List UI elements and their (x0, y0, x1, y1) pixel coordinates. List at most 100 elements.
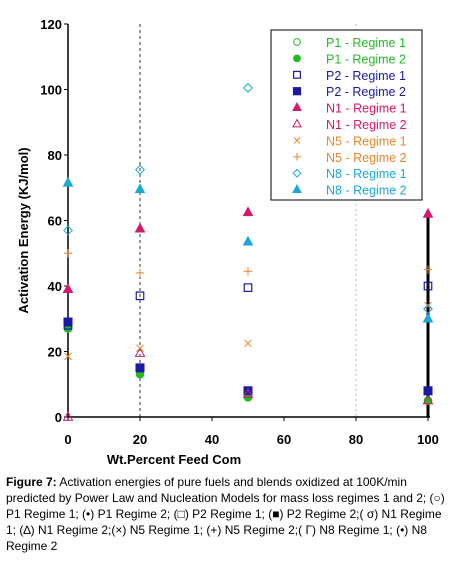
marker-shape (134, 183, 146, 194)
marker-shape (134, 347, 146, 357)
legend-marker (292, 184, 302, 194)
marker-shape (62, 283, 74, 294)
marker-shape (243, 386, 253, 396)
marker-shape (62, 410, 74, 421)
data-point (422, 312, 434, 323)
legend-entry: N5 - Regime 2 (326, 151, 407, 165)
data-point (243, 283, 253, 292)
marker-shape (292, 184, 302, 194)
marker-shape (423, 386, 433, 396)
data-point (62, 283, 74, 294)
marker-shape (134, 222, 146, 233)
data-point (63, 249, 73, 258)
legend-marker (293, 70, 301, 79)
y-tick-label: 100 (40, 83, 62, 98)
y-tick-label: 40 (48, 279, 62, 294)
y-axis-label: Activation Energy (KJ/mol) (16, 147, 31, 313)
marker-shape (423, 281, 433, 291)
data-point (134, 347, 146, 357)
legend-entry: N8 - Regime 1 (326, 167, 407, 181)
marker-shape (136, 344, 144, 353)
data-point (423, 265, 433, 274)
marker-shape (63, 225, 73, 236)
data-point (244, 339, 252, 348)
x-tick-label: 60 (277, 432, 291, 447)
data-point (136, 344, 144, 353)
legend-entry: P2 - Regime 1 (326, 69, 406, 83)
x-tick-label: 40 (205, 432, 219, 447)
legend-marker (292, 168, 302, 178)
legend-marker (292, 87, 302, 96)
marker-shape (135, 164, 145, 175)
x-tick-label: 0 (64, 432, 71, 447)
legend-marker (293, 38, 301, 46)
data-point (63, 225, 73, 236)
data-point (242, 206, 254, 217)
marker-shape (424, 301, 432, 310)
y-tick-label: 80 (48, 148, 62, 163)
data-point (62, 410, 74, 421)
x-tick-label: 20 (133, 432, 147, 447)
data-point (423, 281, 433, 291)
data-point (63, 317, 73, 327)
marker-shape (292, 102, 302, 112)
data-point (242, 388, 254, 398)
data-point (135, 268, 145, 278)
y-tick-label: 120 (40, 17, 62, 32)
marker-shape (293, 136, 301, 144)
y-tick-label: 0 (55, 410, 62, 425)
legend-entry: P1 - Regime 2 (326, 52, 406, 66)
caption-text: Activation energies of pure fuels and bl… (6, 475, 445, 553)
data-point (243, 82, 253, 93)
marker-shape (293, 54, 301, 63)
x-tick-label: 80 (349, 432, 363, 447)
data-point (242, 235, 254, 246)
figure-caption: Figure 7: Activation energies of pure fu… (6, 474, 450, 554)
legend-marker (292, 102, 302, 112)
data-point (134, 183, 146, 194)
data-point (422, 394, 434, 405)
marker-shape (292, 118, 302, 128)
marker-shape (422, 394, 434, 405)
marker-shape (242, 388, 254, 398)
legend: P1 - Regime 1 P1 - Regime 2 P2 - Regime 1 P… (270, 29, 423, 201)
x-axis-label: Wt.Percent Feed Com (107, 452, 241, 467)
data-point (62, 176, 74, 187)
marker-shape (292, 87, 302, 96)
marker-shape (243, 82, 253, 93)
data-point (135, 363, 145, 373)
data-point (243, 386, 253, 396)
data-point (64, 352, 72, 361)
x-tick-label: 100 (417, 432, 439, 447)
marker-shape (293, 70, 301, 79)
legend-marker (293, 152, 301, 161)
marker-shape (422, 312, 434, 323)
marker-shape (242, 206, 254, 217)
data-point (424, 301, 432, 310)
marker-shape (242, 235, 254, 246)
legend-entry: N5 - Regime 1 (326, 134, 407, 148)
marker-shape (293, 38, 301, 46)
legend-entry: P1 - Regime 1 (326, 36, 406, 50)
marker-shape (62, 176, 74, 187)
marker-shape (135, 291, 145, 301)
caption-label: Figure 7: (6, 475, 57, 489)
scatter-chart: 0 20 40 60 80 100 120 0 20 40 60 80 100 Wt.Percent Fe… (16, 17, 439, 467)
data-point (422, 207, 434, 218)
legend-entry: N8 - Regime 2 (326, 184, 407, 198)
data-point (135, 291, 145, 301)
legend-marker (293, 136, 301, 144)
legend-marker (292, 118, 302, 128)
data-point (135, 164, 145, 175)
marker-shape (422, 207, 434, 218)
marker-shape (244, 339, 252, 348)
marker-shape (292, 168, 302, 178)
marker-shape (63, 317, 73, 327)
data-point (243, 267, 253, 276)
legend-entry: N1 - Regime 1 (326, 102, 407, 116)
data-point (134, 222, 146, 233)
y-tick-label: 20 (48, 345, 62, 360)
marker-shape (64, 352, 72, 361)
marker-shape (243, 283, 253, 292)
legend-entry: N1 - Regime 2 (326, 118, 407, 132)
